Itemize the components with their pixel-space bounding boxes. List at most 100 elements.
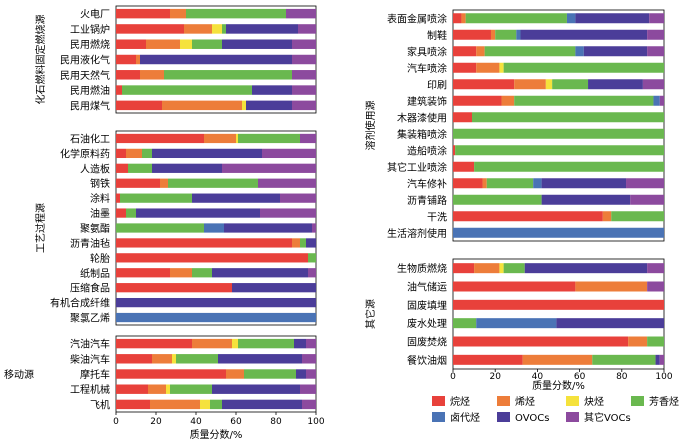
bar-segment-1 xyxy=(453,13,462,24)
category-label: 民用燃烧 xyxy=(70,38,110,51)
legend-label: 芳香烃 xyxy=(649,395,679,408)
bar-segment-5 xyxy=(453,227,664,238)
bar-segment-1 xyxy=(453,46,477,57)
bar-segment-4 xyxy=(238,133,300,144)
category-label: 建筑装饰 xyxy=(407,95,447,108)
bar-segment-4 xyxy=(465,13,567,24)
bar-segment-1 xyxy=(116,253,308,263)
category-label: 摩托车 xyxy=(80,368,110,381)
bar-segment-1 xyxy=(116,70,140,80)
bar-segment-4 xyxy=(484,46,576,57)
bar-segment-1 xyxy=(453,29,491,40)
bar-segment-6 xyxy=(222,399,302,410)
bar-segment-3 xyxy=(166,384,170,394)
category-label: 汽车修补 xyxy=(407,177,447,190)
bar-segment-2 xyxy=(514,79,546,90)
legend-swatch xyxy=(631,396,644,406)
bar-segment-2 xyxy=(150,399,200,410)
category-label: 工程机械 xyxy=(70,383,110,396)
bar-segment-3 xyxy=(180,39,192,49)
bar-segment-7 xyxy=(292,70,316,80)
bar-segment-4 xyxy=(186,8,286,19)
bar-segment-4 xyxy=(308,253,316,263)
bar-segment-2 xyxy=(152,354,172,364)
bar-segment-4 xyxy=(453,194,542,205)
bar-segment-7 xyxy=(260,208,316,218)
bar-segment-7 xyxy=(262,148,316,159)
bar-segment-1 xyxy=(116,39,146,49)
bar-segment-2 xyxy=(575,281,648,292)
bar-segment-1 xyxy=(116,369,226,379)
bar-segment-2 xyxy=(140,70,164,80)
bar-segment-1 xyxy=(116,100,162,111)
bar-segment-2 xyxy=(170,8,186,19)
x-tick-label: 80 xyxy=(616,372,628,382)
bar-segment-6 xyxy=(136,208,260,218)
bar-segment-4 xyxy=(128,163,152,173)
bar-segment-6 xyxy=(192,193,280,203)
category-label: 油墨 xyxy=(90,207,110,220)
bar-segment-2 xyxy=(476,62,500,73)
x-tick-label: 0 xyxy=(113,417,119,427)
x-tick-label: 100 xyxy=(655,372,672,382)
bar-segment-6 xyxy=(524,263,648,274)
bar-segment-1 xyxy=(453,178,483,189)
category-label: 轮胎 xyxy=(90,252,110,265)
category-label: 印刷 xyxy=(427,79,447,91)
bar-segment-7 xyxy=(647,29,664,40)
category-label: 石油化工 xyxy=(70,132,110,145)
bar-segment-1 xyxy=(453,281,576,292)
legend-label: 卤代烃 xyxy=(450,411,480,424)
legend-swatch xyxy=(566,396,579,406)
category-label: 火电厂 xyxy=(80,8,110,21)
bar-segment-4 xyxy=(495,29,517,40)
legend-swatch xyxy=(432,396,445,406)
category-label: 纸制品 xyxy=(80,267,110,280)
x-tick-label: 80 xyxy=(270,417,282,427)
bar-segment-7 xyxy=(300,133,316,144)
bar-segment-6 xyxy=(556,318,664,329)
bar-segment-1 xyxy=(116,268,170,278)
bar-segment-5 xyxy=(653,95,660,106)
bar-segment-7 xyxy=(298,24,316,34)
bar-segment-4 xyxy=(552,79,589,90)
category-label: 化学原料药 xyxy=(60,147,110,160)
bar-segment-3 xyxy=(172,354,176,364)
group-label: 其它源 xyxy=(364,299,377,329)
bar-segment-4 xyxy=(238,338,294,349)
bar-segment-5 xyxy=(204,223,224,233)
bar-segment-4 xyxy=(455,145,664,156)
category-label: 柴油汽车 xyxy=(70,353,110,366)
group-label: 溶剂使用源 xyxy=(364,101,377,151)
x-tick-label: 40 xyxy=(532,372,544,382)
bar-segment-1 xyxy=(453,145,456,156)
bar-segment-1 xyxy=(453,112,472,123)
bar-segment-2 xyxy=(482,178,487,189)
bar-segment-7 xyxy=(630,194,664,205)
bar-segment-4 xyxy=(170,384,212,394)
bar-segment-5 xyxy=(476,318,557,329)
bar-segment-1 xyxy=(116,163,128,173)
bar-segment-1 xyxy=(116,283,232,293)
bar-segment-1 xyxy=(116,354,152,364)
bar-segment-2 xyxy=(602,211,612,222)
bar-segment-6 xyxy=(252,85,292,95)
bar-segment-6 xyxy=(306,238,316,248)
group-label: 化石燃料固定燃烧源 xyxy=(34,15,47,105)
bar-segment-3 xyxy=(545,79,553,90)
bar-segment-2 xyxy=(204,133,236,144)
bar-segment-5 xyxy=(533,178,542,189)
category-label: 汽油汽车 xyxy=(70,338,110,351)
bar-segment-1 xyxy=(116,24,184,34)
bar-segment-4 xyxy=(503,62,664,73)
x-tick-label: 60 xyxy=(230,417,242,427)
category-label: 木器漆使用 xyxy=(397,111,447,124)
panel-frame xyxy=(452,9,665,242)
bar-segment-2 xyxy=(461,13,466,24)
bar-segment-4 xyxy=(120,193,192,203)
category-label: 家具喷涂 xyxy=(407,45,447,58)
bar-segment-2 xyxy=(170,268,192,278)
bar-segment-6 xyxy=(232,283,316,293)
bar-segment-2 xyxy=(226,369,244,379)
bar-segment-6 xyxy=(152,148,262,159)
